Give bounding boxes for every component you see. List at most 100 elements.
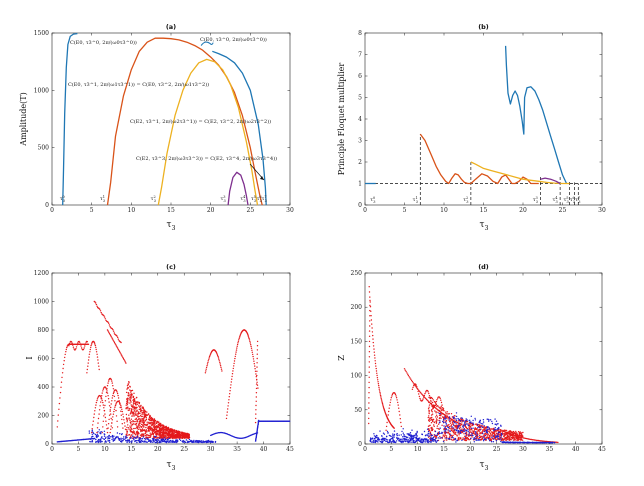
scatter-point	[123, 358, 125, 361]
scatter-point	[484, 429, 486, 431]
scatter-point	[91, 429, 94, 431]
scatter-point	[111, 397, 114, 399]
y-tick-label: 800	[38, 327, 50, 334]
scatter-point	[166, 437, 169, 439]
scatter-point	[88, 432, 91, 434]
scatter-point	[116, 432, 119, 434]
scatter-point	[141, 420, 143, 422]
scatter-point	[149, 428, 151, 431]
scatter-point	[455, 418, 457, 420]
scatter-point	[445, 424, 447, 426]
scatter-point	[138, 441, 141, 443]
scatter-point	[252, 353, 254, 356]
tau-label: τ0 3	[370, 196, 375, 204]
scatter-point	[230, 381, 232, 383]
scatter-point	[126, 426, 128, 429]
scatter-point	[431, 438, 434, 440]
scatter-point	[183, 432, 185, 434]
x-tick-label: 40	[572, 446, 580, 453]
x-tick-label: 0	[50, 446, 54, 453]
scatter-point	[87, 359, 90, 361]
scatter-point	[452, 438, 455, 440]
scatter-point	[108, 324, 111, 326]
scatter-point	[216, 353, 218, 355]
scatter-point	[493, 438, 495, 440]
scatter-point	[238, 336, 241, 338]
scatter-point	[100, 441, 102, 443]
scatter-point	[400, 425, 402, 428]
scatter-point	[457, 426, 459, 429]
scatter-point	[428, 433, 430, 435]
scatter-point	[255, 400, 257, 402]
scatter-point	[454, 433, 457, 435]
scatter-point	[136, 431, 138, 434]
scatter-point	[234, 355, 236, 358]
scatter-point	[139, 427, 141, 429]
scatter-point	[128, 382, 130, 384]
scatter-point	[164, 426, 167, 429]
scatter-point	[202, 441, 204, 443]
scatter-point	[489, 439, 492, 441]
scatter-point	[104, 416, 107, 419]
scatter-point	[467, 430, 469, 432]
scatter-point	[125, 433, 127, 436]
scatter-point	[161, 434, 163, 436]
scatter-point	[64, 353, 66, 356]
scatter-point	[117, 397, 120, 399]
scatter-point	[510, 441, 512, 444]
scatter-point	[133, 392, 135, 394]
scatter-point	[128, 427, 130, 429]
scatter-point	[132, 431, 134, 434]
scatter-point	[373, 351, 375, 353]
scatter-point	[113, 408, 116, 410]
axes-box	[51, 272, 291, 445]
scatter-point	[132, 421, 134, 423]
scatter-point	[445, 437, 447, 439]
scatter-point	[208, 358, 210, 360]
scatter-point	[447, 429, 449, 431]
scatter-point	[94, 344, 97, 347]
scatter-point	[410, 441, 412, 443]
scatter-point	[233, 365, 235, 367]
y-tick-label: 0	[358, 441, 362, 448]
scatter-point	[411, 388, 414, 390]
scatter-point	[65, 351, 67, 353]
scatter-point	[379, 394, 382, 397]
scatter-point	[145, 439, 147, 441]
scatter-point	[128, 434, 130, 436]
scatter-point	[441, 408, 443, 410]
scatter-point	[165, 441, 167, 443]
scatter-point	[137, 426, 140, 428]
scatter-point	[445, 411, 447, 413]
scatter-point	[95, 351, 98, 353]
scatter-point	[140, 423, 143, 426]
scatter-point	[187, 434, 190, 436]
scatter-point	[428, 396, 430, 399]
scatter-point	[101, 395, 103, 397]
scatter-point	[473, 441, 475, 443]
scatter-point	[110, 378, 112, 381]
scatter-point	[482, 429, 484, 431]
scatter-point	[521, 435, 523, 438]
scatter-point	[450, 419, 453, 421]
scatter-point	[513, 441, 516, 444]
scatter-point	[486, 437, 488, 439]
scatter-point	[411, 380, 414, 383]
scatter-point	[389, 404, 391, 406]
scatter-point	[146, 411, 148, 413]
scatter-point	[230, 384, 232, 386]
scatter-point	[228, 396, 230, 398]
scatter-point	[478, 421, 480, 423]
scatter-point	[89, 351, 91, 353]
scatter-point	[158, 421, 160, 423]
scatter-point	[112, 438, 114, 440]
scatter-point	[431, 411, 433, 413]
scatter-point	[479, 431, 481, 434]
scatter-point	[459, 431, 461, 434]
scatter-point	[153, 432, 156, 434]
scatter-point	[438, 432, 441, 435]
scatter-point	[98, 365, 100, 367]
scatter-point	[412, 386, 414, 389]
scatter-point	[97, 417, 100, 420]
scatter-point	[100, 401, 102, 403]
